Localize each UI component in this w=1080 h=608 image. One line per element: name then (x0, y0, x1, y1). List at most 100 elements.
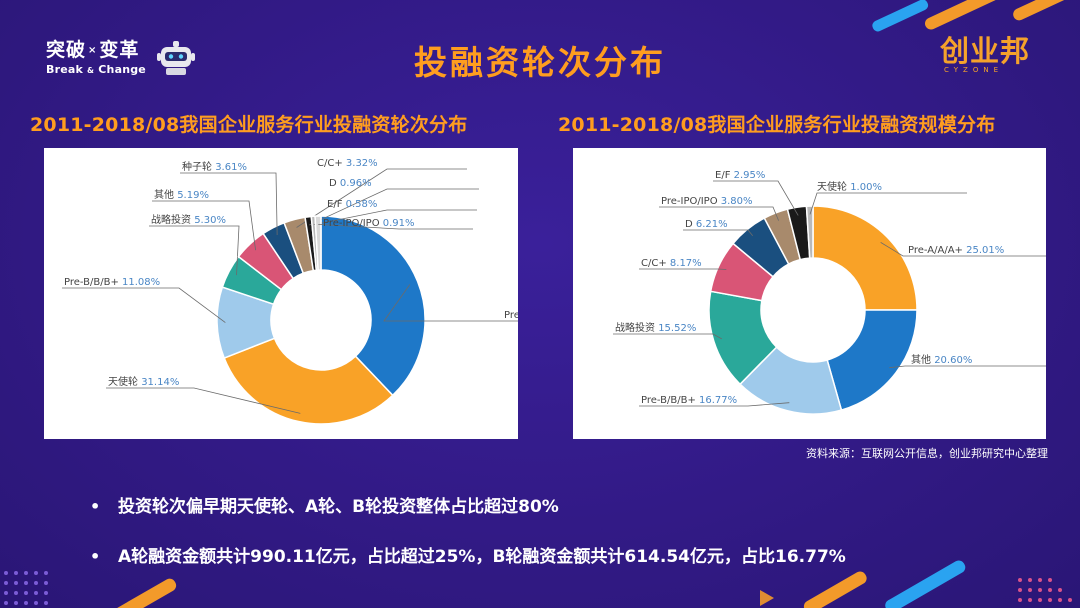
cyzone-logo: 创业邦 CYZONE (940, 34, 1032, 74)
slice-value: 16.77% (699, 395, 737, 406)
slice-value: 3.32% (346, 158, 378, 169)
slice-name: D (685, 219, 696, 230)
robot-icon (157, 41, 195, 75)
slice-name: Pre-B/B/B+ (641, 395, 699, 406)
slice-value: 31.14% (141, 377, 179, 388)
leader-line (383, 284, 518, 322)
slice-pre-ipo-ipo (314, 215, 322, 271)
slice-name: E/F (715, 170, 734, 181)
slice-pre-a-a-a- (320, 215, 426, 397)
slice-name: C/C+ (641, 258, 670, 269)
leader-line (313, 209, 477, 225)
leader-line (318, 223, 473, 230)
right-chart-panel: Pre-A/A/A+ 25.01% 其他 20.60% Pre-B/B/B+ 16.… (573, 148, 1046, 439)
slice-label: 其他 5.19% (154, 188, 209, 201)
slice-label: Pre-A/A/A+ 37.88% (504, 310, 518, 321)
slice-value: 0.58% (346, 199, 378, 210)
slice-value: 5.19% (177, 190, 209, 201)
left-donut-chart: Pre-A/A/A+ 37.88% 天使轮 31.14% Pre-B/B/B+ 11… (62, 158, 518, 425)
slice-value: 0.91% (383, 218, 415, 229)
slice-name: 其他 (911, 353, 934, 366)
slice-value: 8.17% (670, 258, 702, 269)
break-change-logo: 突破 × 变革 Break & Change (46, 40, 146, 76)
slice-value: 25.01% (966, 245, 1004, 256)
slice-pre-a-a-a- (812, 205, 918, 311)
cyzone-logo-sub: CYZONE (944, 66, 1004, 74)
slice-name: D (329, 178, 340, 189)
slice-value: 3.80% (721, 196, 753, 207)
leader-line (683, 229, 754, 236)
leader-line (613, 333, 722, 340)
slice-label: 战略投资 15.52% (615, 321, 696, 334)
slice-label: Pre-A/A/A+ 25.01% (908, 245, 1004, 256)
slice-name: Pre-A/A/A+ (504, 310, 518, 321)
cyzone-logo-main: 创业邦 (940, 34, 1031, 68)
logo-x: × (88, 44, 98, 56)
slice-label: 天使轮 1.00% (817, 180, 882, 193)
logo-en-a: Break (46, 62, 84, 76)
bullet-item: • 投资轮次偏早期天使轮、A轮、B轮投资整体占比超过80% (90, 492, 559, 517)
slice-label: Pre-IPO/IPO 3.80% (661, 196, 753, 207)
slice-label: C/C+ 3.32% (317, 158, 378, 169)
leader-line (296, 168, 467, 228)
slice-name: 其他 (154, 188, 177, 201)
slice-value: 15.52% (658, 323, 696, 334)
left-chart-title: 2011-2018/08我国企业服务行业投融资轮次分布 (30, 114, 468, 136)
slice-name: Pre-IPO/IPO (661, 196, 721, 207)
slice-name: 天使轮 (817, 180, 850, 193)
leader-line (152, 200, 256, 251)
slice-name: 战略投资 (615, 321, 658, 334)
left-chart-panel: Pre-A/A/A+ 37.88% 天使轮 31.14% Pre-B/B/B+ 11… (44, 148, 518, 439)
leader-line (106, 387, 301, 414)
slice-label: 战略投资 5.30% (151, 213, 226, 226)
slice-其他 (826, 309, 918, 411)
source-note: 资料来源：互联网公开信息，创业邦研究中心整理 (806, 447, 1048, 460)
page-title: 投融资轮次分布 (414, 43, 666, 82)
slice-name: 种子轮 (182, 160, 215, 173)
bullet-text: 投资轮次偏早期天使轮、A轮、B轮投资整体占比超过80% (118, 497, 559, 517)
right-donut-chart: Pre-A/A/A+ 25.01% 其他 20.60% Pre-B/B/B+ 16.… (613, 170, 1046, 415)
leader-line (62, 287, 226, 323)
bottom-right-deco (760, 560, 1072, 608)
slice-label: D 6.21% (685, 219, 728, 230)
slice-label: C/C+ 8.17% (641, 258, 702, 269)
slice-name: C/C+ (317, 158, 346, 169)
slice-name: Pre-A/A/A+ (908, 245, 966, 256)
slice-label: 种子轮 3.61% (182, 160, 247, 173)
bottom-left-deco (4, 571, 177, 608)
leader-line (309, 188, 479, 226)
leader-line (149, 225, 240, 276)
logo-zh-b: 变革 (99, 39, 140, 61)
bullet-text: A轮融资金额共计990.11亿元，占比超过25%，B轮融资金额共计614.54亿… (118, 547, 846, 567)
leader-line (809, 192, 967, 215)
leader-line (639, 402, 790, 407)
slice-label: Pre-B/B/B+ 11.08% (64, 277, 160, 288)
slice-name: 战略投资 (151, 213, 194, 226)
slice-label: 天使轮 31.14% (108, 375, 179, 388)
slice-name: Pre-IPO/IPO (323, 218, 383, 229)
bullet-item: • A轮融资金额共计990.11亿元，占比超过25%，B轮融资金额共计614.54… (90, 542, 846, 567)
slice-value: 5.30% (194, 215, 226, 226)
bullet-dot: • (90, 547, 101, 566)
top-right-stripes (872, 0, 1080, 32)
logo-amp: & (87, 65, 95, 75)
slice-name: Pre-B/B/B+ (64, 277, 122, 288)
leader-line (880, 242, 1046, 257)
leader-line (889, 365, 1046, 369)
slice-label: E/F 0.58% (327, 199, 377, 210)
slice-label: E/F 2.95% (715, 170, 765, 181)
slice-label: Pre-IPO/IPO 0.91% (323, 218, 415, 229)
slice-name: E/F (327, 199, 346, 210)
slice-天使轮 (805, 205, 814, 259)
bullet-dot: • (90, 497, 101, 516)
slice-value: 1.00% (850, 182, 882, 193)
logo-en-b: Change (98, 62, 146, 76)
leader-line (180, 172, 278, 235)
slice-name: 天使轮 (108, 375, 141, 388)
slice-label: Pre-B/B/B+ 16.77% (641, 395, 737, 406)
leader-line (659, 206, 779, 221)
slice-value: 2.95% (734, 170, 766, 181)
slice-value: 11.08% (122, 277, 160, 288)
leader-line (713, 180, 799, 216)
